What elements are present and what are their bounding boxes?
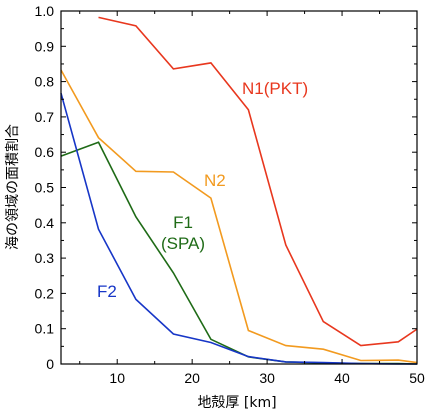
series-line-2: [60, 141, 418, 365]
plot-frame: [60, 10, 418, 365]
series-line-3: [60, 92, 417, 365]
x-axis-label: 地殻厚 [km]: [197, 395, 276, 411]
x-tick-label: 40: [334, 370, 350, 386]
y-tick-label: 0.7: [35, 109, 55, 125]
y-axis-label: 海の領域の面積割合: [4, 124, 21, 250]
series-line-1: [60, 69, 418, 364]
x-tick-label: 30: [259, 370, 275, 386]
y-tick-label: 0: [46, 356, 54, 372]
x-tick-label: 20: [184, 370, 200, 386]
series-label-n2: N2: [204, 171, 226, 190]
y-tick-label: 0.5: [35, 180, 55, 196]
y-tick-label: 0.2: [35, 285, 55, 301]
series-label-f1-sub: (SPA): [161, 234, 205, 253]
series-label-f2: F2: [97, 282, 117, 301]
y-tick-label: 0.9: [35, 38, 55, 54]
x-tick-label: 10: [109, 370, 125, 386]
y-tick-label: 0.8: [35, 74, 55, 90]
axis-ticks: 10 20 30 40 50 0 0.1 0.2 0.3 0.4 0.5 0.6 0.7 0.8 0.9 1.…: [35, 3, 425, 386]
y-tick-label: 0.6: [35, 144, 55, 160]
series-label-n1: N1(PKT): [242, 79, 308, 98]
y-tick-label: 0.1: [35, 321, 55, 337]
series-layer: [60, 16, 418, 365]
y-tick-label: 1.0: [35, 3, 55, 19]
y-tick-label: 0.4: [35, 215, 55, 231]
y-tick-label: 0.3: [35, 250, 55, 266]
x-tick-label: 50: [409, 370, 425, 386]
series-label-f1: F1: [173, 213, 193, 232]
plot-border: [60, 10, 418, 365]
series-line-0: [98, 16, 418, 347]
